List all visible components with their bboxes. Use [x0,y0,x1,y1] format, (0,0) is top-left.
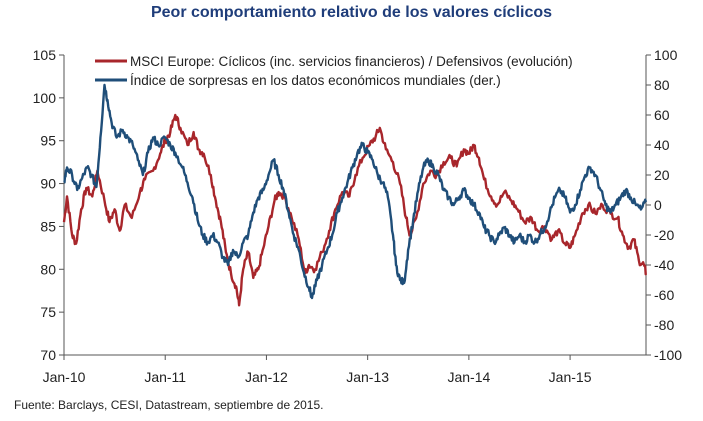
left-tick-label: 75 [40,304,56,320]
left-tick-label: 80 [40,261,56,277]
source-note: Fuente: Barclays, CESI, Datastream, sept… [14,398,324,412]
left-y-axis: 105 100 95 90 85 80 75 70 [33,47,64,363]
x-axis: Jan-10 Jan-11 Jan-12 Jan-13 Jan-14 Jan-15 [43,355,592,385]
right-tick-label: 0 [654,197,662,213]
left-tick-label: 70 [40,347,56,363]
series-lines [62,83,648,307]
right-tick-label: -100 [654,347,682,363]
left-tick-label: 100 [33,90,57,106]
right-tick-label: 100 [654,47,678,63]
series-line-cyclicals-defensives [62,113,648,307]
right-tick-label: 80 [654,77,670,93]
line-chart: 105 100 95 90 85 80 75 70 100 80 60 40 20 0 -20 -40 -60… [33,47,683,385]
right-tick-label: -40 [654,257,674,273]
chart-title: Peor comportamiento relativo de los valo… [150,4,553,21]
right-tick-label: 60 [654,107,670,123]
left-tick-label: 90 [40,176,56,192]
x-tick-label: Jan-13 [346,369,389,385]
left-tick-label: 95 [40,133,56,149]
legend-label: Índice de sorpresas en los datos económi… [130,73,501,88]
x-tick-label: Jan-12 [245,369,288,385]
right-y-axis: 100 80 60 40 20 0 -20 -40 -60 -80 -100 [646,47,682,363]
left-tick-label: 105 [33,47,57,63]
right-tick-label: 20 [654,167,670,183]
series-line-economic-surprise [63,83,648,300]
legend: MSCI Europe: Cíclicos (inc. servicios fi… [95,54,573,88]
x-tick-label: Jan-14 [447,369,490,385]
plot-frame [63,55,647,356]
x-tick-label: Jan-15 [549,369,592,385]
right-tick-label: -20 [654,227,674,243]
right-tick-label: -80 [654,317,674,333]
legend-label: MSCI Europe: Cíclicos (inc. servicios fi… [130,54,573,69]
x-tick-label: Jan-10 [43,369,86,385]
right-tick-label: 40 [654,137,670,153]
x-tick-label: Jan-11 [144,369,186,385]
left-tick-label: 85 [40,218,56,234]
right-tick-label: -60 [654,287,674,303]
